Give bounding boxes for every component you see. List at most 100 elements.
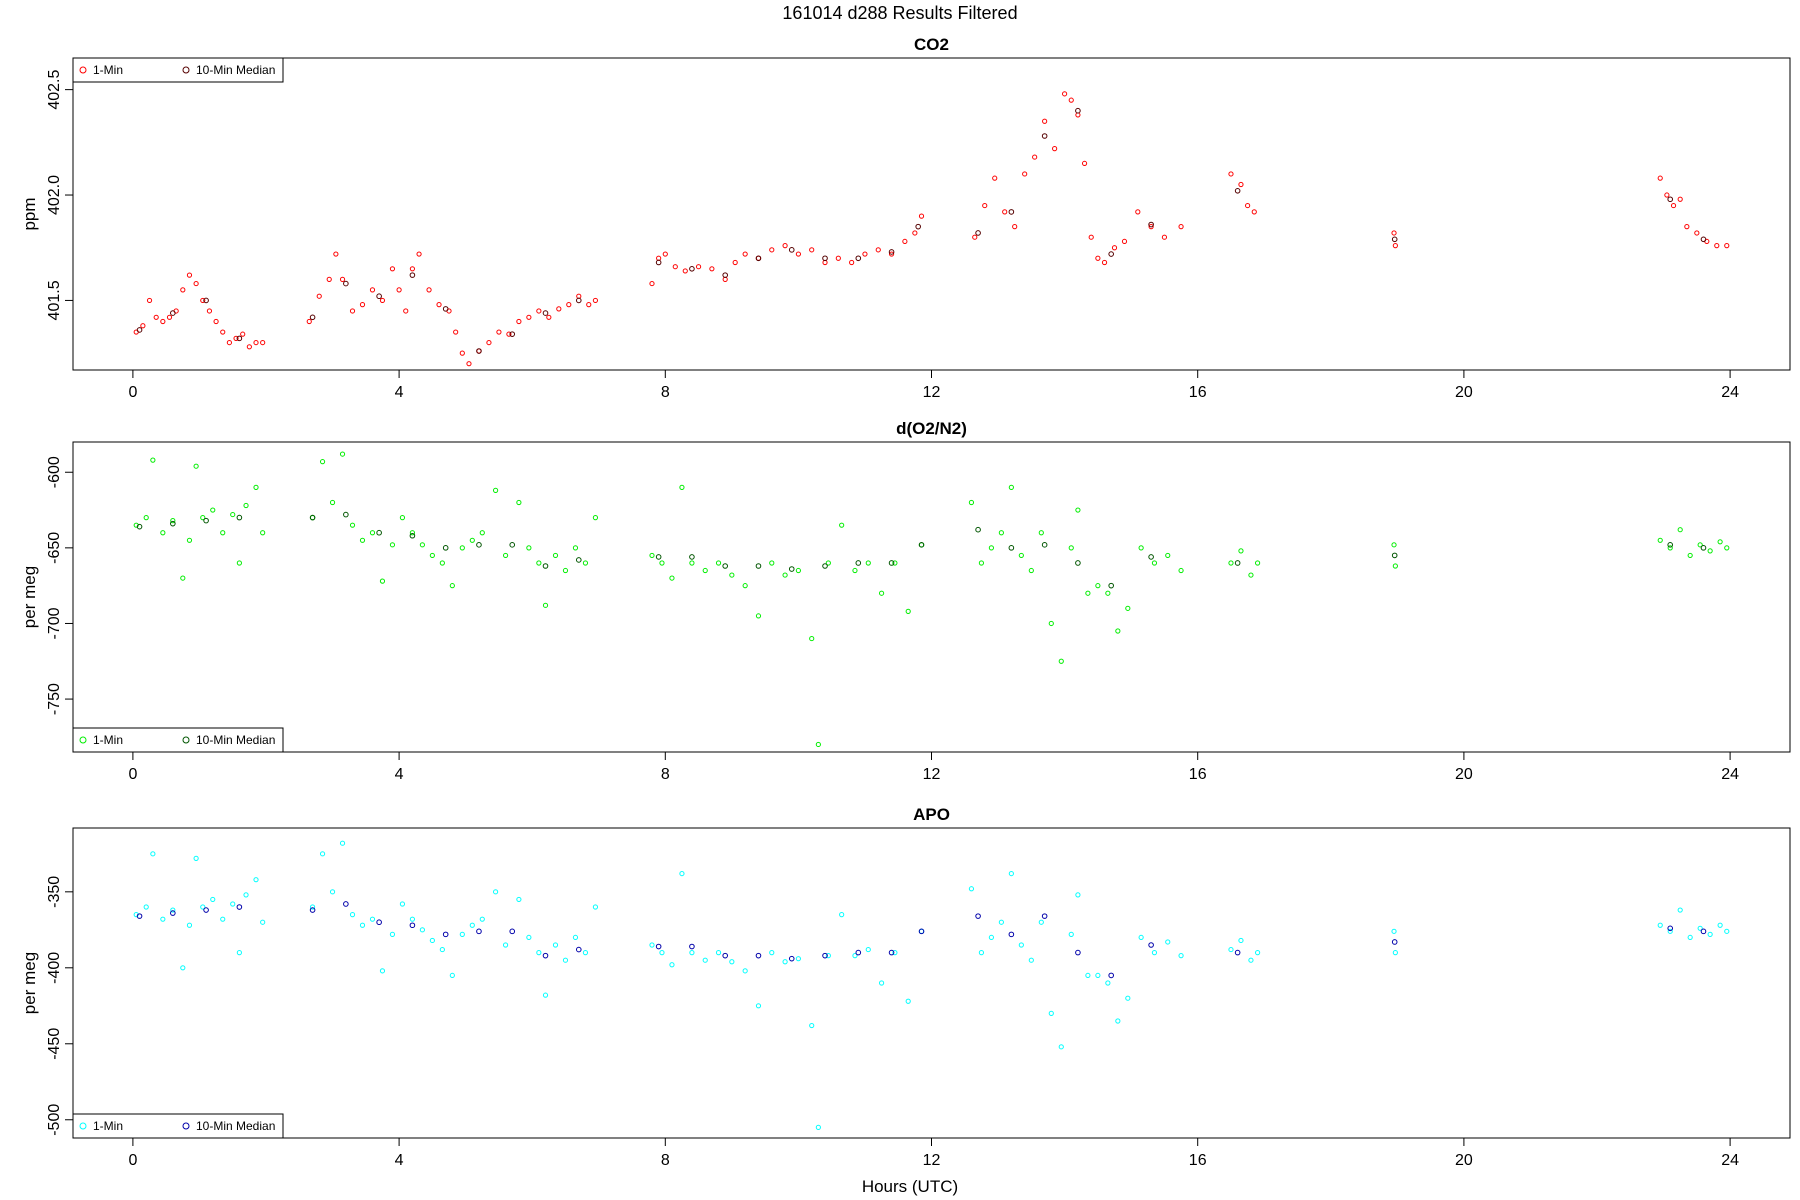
data-point (822, 952, 828, 959)
data-point (592, 297, 599, 304)
x-tick-label: 12 (923, 766, 941, 783)
data-point (1657, 922, 1663, 928)
data-point (655, 554, 662, 560)
data-point (1075, 949, 1081, 956)
data-point (592, 515, 599, 521)
x-tick-label: 16 (1189, 1152, 1207, 1169)
data-point (439, 946, 445, 953)
data-point (1694, 230, 1700, 236)
data-point (193, 855, 199, 861)
x-tick-label: 0 (128, 766, 137, 783)
data-point (552, 942, 559, 948)
data-point (1165, 552, 1171, 559)
series-one-min (133, 91, 1730, 367)
data-point (782, 959, 788, 965)
data-point (526, 545, 532, 551)
legend: 1-Min 10-Min Median (72, 727, 284, 753)
data-point (875, 247, 881, 253)
data-point (379, 578, 386, 584)
data-point (1075, 892, 1081, 898)
data-point (396, 287, 402, 293)
data-point (409, 530, 416, 536)
data-point (1018, 552, 1024, 559)
data-point (436, 302, 442, 308)
data-point (1148, 942, 1154, 948)
data-point (769, 560, 775, 566)
panel-0: CO2 ppm 0 4 8 12 16 20 24 401.5 402.0 402.5 1-Min 10-… (20, 35, 1791, 401)
data-point (329, 499, 336, 506)
x-tick-label: 16 (1189, 384, 1207, 401)
data-point (243, 502, 249, 509)
data-point (1165, 939, 1171, 945)
data-point (369, 287, 376, 293)
x-tick-label: 0 (128, 384, 137, 401)
data-point (1684, 224, 1690, 230)
data-point (1714, 243, 1720, 249)
data-point (902, 238, 908, 245)
data-point (379, 297, 386, 304)
data-point (143, 904, 149, 910)
data-point (442, 545, 449, 551)
data-point (166, 314, 173, 320)
data-point (170, 907, 176, 913)
y-tick-label: -650 (46, 532, 63, 564)
data-point (506, 331, 512, 337)
legend-box (72, 57, 284, 83)
data-point (1254, 560, 1261, 566)
data-point (839, 912, 845, 918)
data-point (1677, 196, 1683, 202)
data-point (655, 943, 662, 950)
data-point (1245, 202, 1251, 209)
data-point (339, 276, 346, 282)
data-point (795, 956, 801, 962)
data-point (822, 563, 828, 569)
data-point (1178, 567, 1184, 574)
data-point (1391, 928, 1397, 934)
data-point (892, 950, 898, 956)
data-point (1667, 928, 1673, 934)
data-point (679, 484, 685, 490)
data-point (855, 949, 862, 956)
data-point (855, 255, 862, 262)
data-point (878, 590, 885, 596)
data-point (689, 266, 695, 272)
data-point (709, 266, 715, 272)
data-point (1717, 539, 1723, 545)
data-point (180, 287, 186, 293)
data-point (1018, 942, 1024, 948)
data-point (912, 230, 918, 236)
data-point (230, 901, 236, 907)
data-point (839, 522, 845, 528)
legend-marker (182, 736, 190, 744)
legend-label: 1-Min (93, 63, 123, 77)
data-point (419, 927, 425, 933)
data-point (1095, 972, 1101, 979)
data-point (1391, 236, 1398, 243)
data-point (253, 484, 259, 490)
data-point (409, 916, 416, 922)
data-point (203, 907, 209, 913)
data-point (316, 293, 322, 299)
data-point (1081, 160, 1088, 167)
data-point (1022, 171, 1028, 177)
data-point (1724, 928, 1730, 934)
legend-marker (79, 1122, 87, 1130)
data-point (1111, 245, 1118, 251)
data-point (1108, 972, 1114, 979)
data-point (193, 463, 199, 469)
data-point (1148, 224, 1154, 230)
data-point (542, 310, 549, 316)
data-point (1058, 1044, 1064, 1050)
data-point (213, 318, 219, 325)
data-point (416, 251, 422, 257)
data-point (888, 560, 895, 566)
data-point (359, 922, 366, 928)
data-point (1075, 560, 1081, 566)
data-point (809, 635, 815, 642)
legend: 1-Min 10-Min Median (72, 1113, 284, 1139)
data-point (1002, 209, 1008, 215)
data-point (376, 529, 382, 536)
x-tick-label: 24 (1721, 1152, 1739, 1169)
legend-marker (79, 66, 87, 74)
data-point (755, 255, 762, 262)
